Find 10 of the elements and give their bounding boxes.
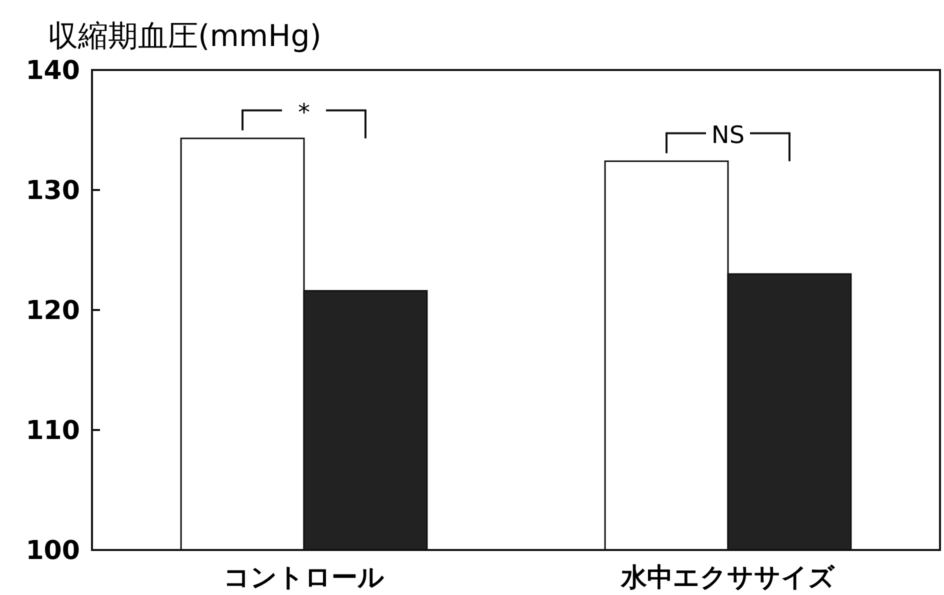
y-tick-label: 110 xyxy=(26,416,80,446)
y-tick-label: 130 xyxy=(26,176,80,206)
y-tick-label: 140 xyxy=(26,56,80,86)
x-tick-label: コントロール xyxy=(224,563,384,593)
y-tick-label: 120 xyxy=(26,296,80,326)
annotation: * xyxy=(298,98,310,126)
title: 収縮期血圧(mmHg) xyxy=(48,19,322,54)
y-tick-label: 100 xyxy=(26,536,80,566)
annotation: NS xyxy=(711,121,745,150)
x-tick-label: 水中エクササイズ xyxy=(620,563,835,593)
